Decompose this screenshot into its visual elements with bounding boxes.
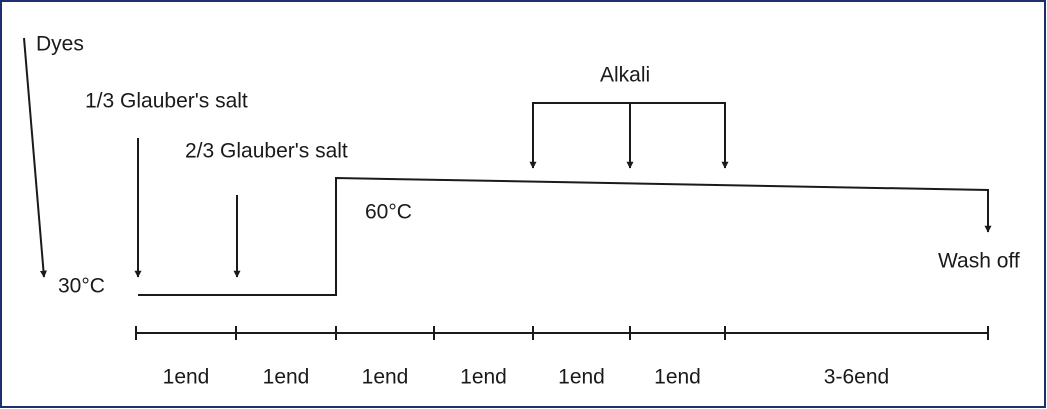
temp-high-label: 60°C xyxy=(365,201,412,224)
segment-label: 1end xyxy=(263,366,310,389)
salt-second-label: 2/3 Glauber's salt xyxy=(185,140,348,163)
time-axis: 1end 1end 1end 1end 1end 1end 3-6end xyxy=(135,326,989,389)
segment-label: 1end xyxy=(654,366,701,389)
arrows xyxy=(23,37,992,296)
segment-label: 1end xyxy=(558,366,605,389)
segment-label: 1end xyxy=(460,366,507,389)
salt-first-label: 1/3 Glauber's salt xyxy=(85,90,248,113)
alkali-label: Alkali xyxy=(600,64,650,87)
segment-label: 1end xyxy=(163,366,210,389)
temperature-profile xyxy=(138,176,992,296)
dyes-label: Dyes xyxy=(36,33,84,56)
segment-label: 1end xyxy=(362,366,409,389)
wash-off-label: Wash off xyxy=(938,250,1020,273)
dyes-arrow xyxy=(23,37,47,278)
temp-low-label: 30°C xyxy=(58,275,105,298)
segment-label: 3-6end xyxy=(824,366,889,389)
